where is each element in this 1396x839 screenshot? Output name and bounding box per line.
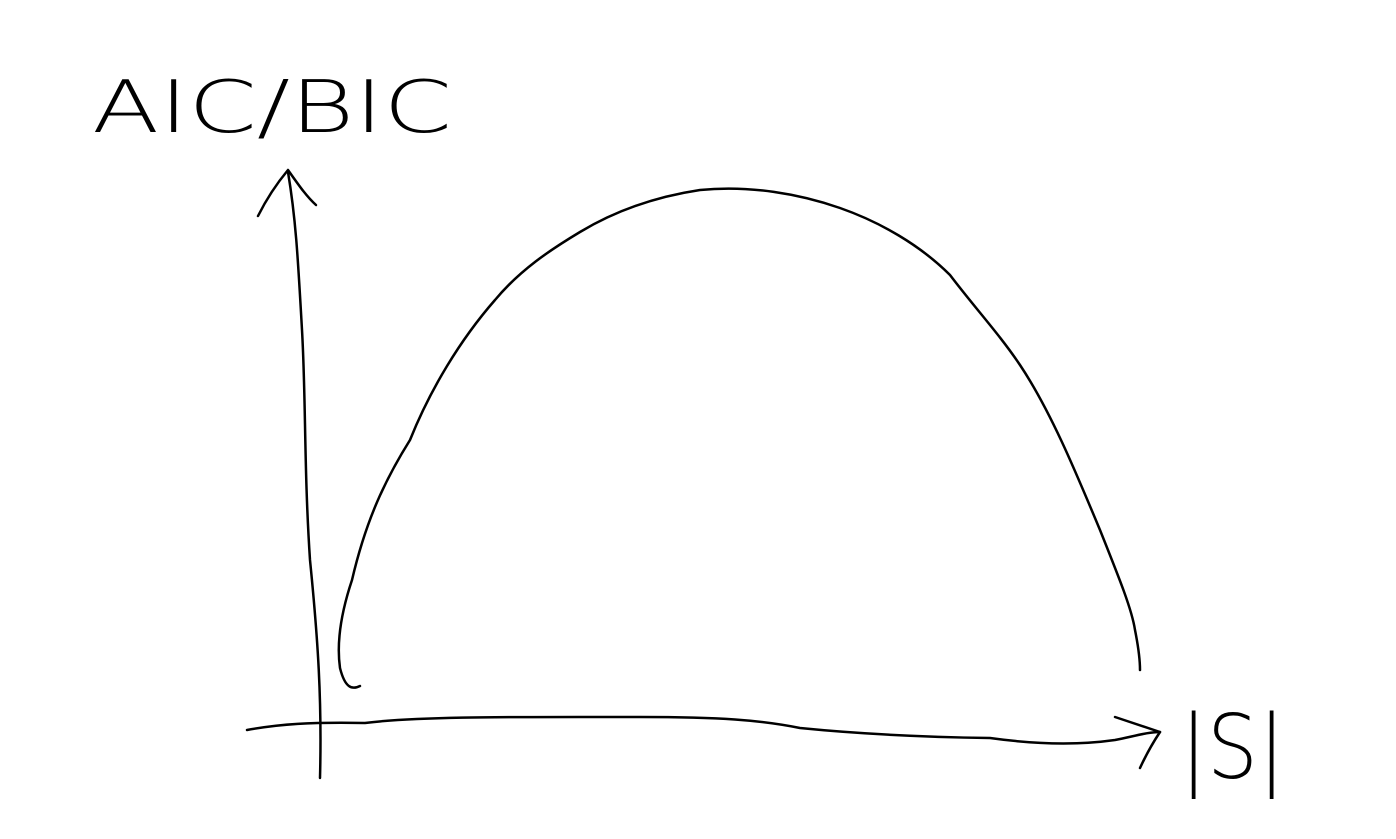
- x-axis-label: |S|: [1180, 696, 1285, 800]
- y-axis-arrowhead: [256, 168, 318, 218]
- x-axis-arrowhead: [1113, 715, 1162, 770]
- y-axis-label: AIC/BIC: [92, 65, 452, 149]
- x-axis: [245, 715, 1162, 745]
- curve: [337, 187, 1142, 689]
- y-axis: [286, 170, 322, 780]
